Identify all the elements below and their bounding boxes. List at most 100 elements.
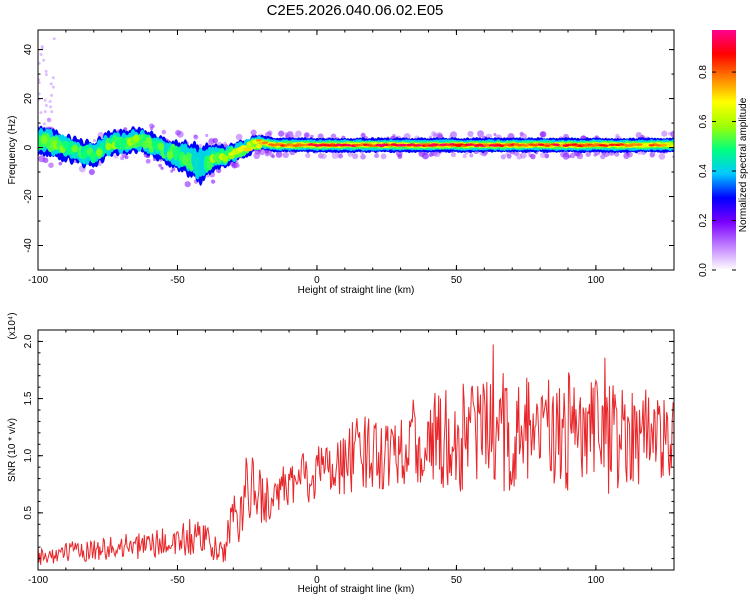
heatmap-cell [48, 162, 54, 168]
heatmap-cell [149, 123, 154, 129]
heatmap-cell [274, 143, 281, 146]
heatmap-cell [52, 37, 56, 41]
heatmap-cell [51, 85, 55, 89]
heatmap-cell [105, 142, 112, 151]
heatmap-cell [268, 143, 275, 146]
heatmap-cell [617, 143, 625, 146]
colorbar-label: Normalized spectral amplitude [738, 97, 749, 232]
heatmap-cell [320, 153, 327, 160]
heatmap-cell [120, 138, 128, 147]
heatmap-cell [282, 151, 290, 159]
heatmap-cell [658, 153, 666, 160]
heatmap-cell [210, 179, 216, 184]
heatmap-cell [92, 139, 96, 143]
heatmap-cell [264, 131, 272, 139]
heatmap-cell [338, 153, 344, 159]
heatmap-cell [44, 103, 48, 107]
heatmap-cell [132, 134, 140, 143]
heatmap-cell [278, 130, 285, 137]
heatmap-cell [198, 143, 203, 148]
heatmap-cell [120, 156, 125, 161]
heatmap-cell [374, 153, 379, 159]
heatmap-cell [353, 143, 361, 147]
heatmap-cell [433, 150, 441, 158]
heatmap-cell [158, 163, 162, 168]
heatmap-cell [48, 99, 52, 103]
heatmap-cell [49, 105, 53, 109]
heatmap-cell [235, 133, 243, 141]
heatmap-cell [88, 168, 95, 176]
snr-y-axis-label: SNR (10 * v/v) [7, 418, 18, 482]
spectrogram-panel: -100 -50 0 50 100 -40 -20 0 20 40 Height of strai… [7, 29, 675, 296]
heatmap-cell [482, 143, 490, 146]
heatmap-cell [42, 122, 46, 126]
heatmap-cell [283, 144, 290, 147]
heatmap-cell [71, 144, 79, 153]
heatmap-cell [212, 153, 220, 163]
snr-x-tick-label: 100 [588, 575, 605, 586]
heatmap-cell [38, 78, 41, 82]
snr-y-tick-label: 1.5 [23, 391, 34, 405]
heatmap-cell [360, 153, 366, 160]
heatmap-cell [462, 154, 467, 159]
heatmap-cell [352, 153, 359, 160]
heatmap-cell [40, 134, 48, 145]
heatmap-cell [235, 163, 240, 168]
spectrogram-x-tick-label: 0 [314, 275, 320, 286]
heatmap-cell [303, 131, 311, 139]
spectrogram-y-tick-label: 20 [23, 93, 34, 105]
heatmap-cell [602, 144, 609, 147]
spectrogram-y-tick-label: 0 [23, 144, 34, 150]
figure-title: C2E5.2026.040.06.02.E05 [267, 2, 444, 19]
heatmap-cell [544, 144, 551, 147]
heatmap-cell [145, 158, 151, 164]
heatmap-cell [255, 143, 263, 149]
heatmap-cell [221, 155, 229, 162]
heatmap-cell [636, 143, 643, 146]
heatmap-cell [531, 144, 539, 147]
heatmap-cell [253, 152, 261, 160]
heatmap-cell [661, 130, 668, 137]
heatmap-cell [44, 73, 48, 77]
spectrogram-heatmap [38, 37, 674, 188]
heatmap-cell [469, 153, 474, 158]
snr-x-tick-label: 0 [314, 575, 320, 586]
heatmap-cell [38, 92, 41, 96]
heatmap-cell [96, 148, 103, 157]
spectrogram-x-tick-label: -50 [170, 275, 185, 286]
heatmap-cell [38, 155, 46, 163]
colorbar-tick-label: 0.0 [698, 263, 709, 277]
snr-series-line [38, 344, 674, 565]
heatmap-cell [170, 169, 174, 173]
snr-frame [37, 329, 675, 571]
heatmap-cell [44, 69, 48, 73]
heatmap-cell [38, 61, 41, 65]
heatmap-cell [205, 133, 209, 137]
snr-y-tick-label: 2.0 [23, 334, 34, 348]
heatmap-cell [553, 143, 560, 146]
heatmap-cell [649, 151, 656, 158]
heatmap-cell [635, 132, 642, 139]
heatmap-cell [593, 153, 597, 157]
heatmap-cell [670, 130, 674, 138]
heatmap-cell [46, 117, 50, 121]
heatmap-cell [184, 181, 191, 188]
heatmap-cell [166, 150, 174, 160]
heatmap-cell [380, 153, 387, 160]
heatmap-cell [182, 154, 189, 166]
heatmap-cell [295, 130, 302, 138]
snr-x-tick-label: -50 [170, 575, 185, 586]
heatmap-cell [49, 82, 53, 86]
heatmap-cell [58, 161, 63, 166]
spectrogram-y-tick-label: 40 [23, 44, 34, 56]
heatmap-cell [160, 166, 164, 170]
heatmap-cell [569, 152, 576, 159]
heatmap-cell [669, 144, 674, 148]
colorbar-ticks: 0.0 0.2 0.4 0.6 0.8 [698, 65, 736, 277]
heatmap-cell [152, 157, 157, 162]
heatmap-cell [344, 143, 352, 147]
heatmap-cell [399, 143, 407, 147]
heatmap-cell [90, 151, 97, 160]
heatmap-cell [193, 134, 198, 139]
